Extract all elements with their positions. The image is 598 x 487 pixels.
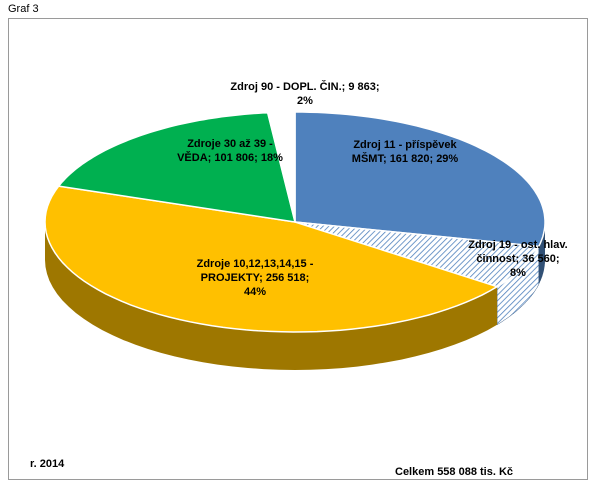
slice-name: Zdroje 10,12,13,14,15 - PROJEKTY [196, 258, 314, 284]
slice [266, 111, 296, 223]
data-label: Zdroje 10,12,13,14,15 - PROJEKTY; 256 51… [190, 257, 320, 299]
page-title: Graf 3 [8, 3, 39, 15]
value-label: 256 518 [265, 272, 306, 284]
slice [57, 111, 297, 223]
label-separator: ; [341, 81, 349, 93]
percent-label: 2% [297, 95, 313, 107]
data-label: Zdroje 30 až 39 - VĚDA; 101 806; 18% [175, 137, 285, 165]
slice [294, 111, 546, 248]
slice-side [538, 222, 545, 285]
data-label: Zdroj 11 - příspěvek MŠMT; 161 820; 29% [350, 138, 460, 166]
slice [294, 221, 541, 288]
slice-name: Zdroje 30 až 39 - VĚDA [177, 138, 273, 164]
value-label: 161 820 [389, 153, 430, 165]
chart-frame [8, 18, 588, 480]
slice-name: Zdroj 11 - příspěvek MŠMT [351, 139, 457, 165]
slice-side [45, 222, 498, 370]
label-separator: ; [515, 253, 523, 265]
percent-label: 8% [510, 267, 526, 279]
slice-name: Zdroj 90 - DOPL. ČIN. [230, 81, 342, 93]
label-separator: ; [375, 81, 380, 93]
annotation: r. 2014 [30, 458, 65, 470]
annotation: Celkem 558 088 tis. Kč [395, 466, 514, 478]
label-separator: ; [305, 272, 310, 284]
label-separator: ; [254, 152, 261, 164]
percent-label: 29% [436, 153, 459, 165]
label-separator: ; [207, 152, 215, 164]
slice-name: Zdroj 19 - ost. hlav. činnost [468, 239, 568, 265]
slice [44, 185, 499, 333]
label-separator: ; [259, 272, 266, 284]
label-separator: ; [382, 153, 390, 165]
data-label: Zdroj 90 - DOPL. ČIN.; 9 863; 2% [230, 80, 380, 108]
percent-label: 18% [260, 152, 283, 164]
value-label: 36 560 [522, 253, 556, 265]
label-separator: ; [555, 253, 560, 265]
label-separator: ; [429, 153, 437, 165]
percent-label: 44% [243, 286, 267, 298]
value-label: 101 806 [214, 152, 255, 164]
data-label: Zdroj 19 - ost. hlav. činnost; 36 560; 8… [468, 238, 568, 280]
value-label: 9 863 [348, 81, 376, 93]
